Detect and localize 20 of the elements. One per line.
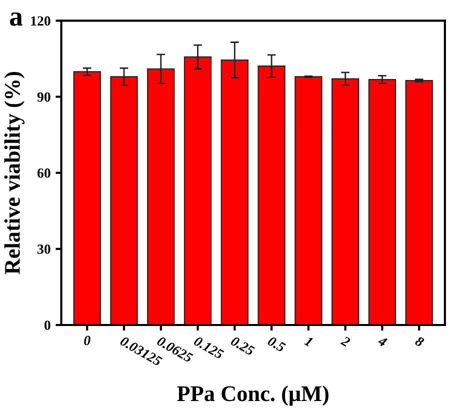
- y-tick-label: 30: [38, 244, 50, 254]
- bar: [294, 76, 322, 325]
- chart-title: a: [10, 12, 23, 26]
- y-tick-label: 0: [44, 320, 50, 330]
- x-tick-label: 8: [414, 336, 425, 348]
- x-tick-label: 0: [84, 336, 90, 346]
- y-tick-label: 120: [31, 16, 50, 26]
- x-tick-label: 0.25: [230, 336, 256, 356]
- y-tick-label: 60: [37, 168, 50, 178]
- x-tick-label: 0.125: [193, 336, 224, 360]
- bar: [368, 78, 396, 325]
- y-axis-title: Relative viability (%): [4, 72, 24, 274]
- x-tick-label: 2: [340, 336, 351, 348]
- y-tick-label: 90: [37, 92, 50, 102]
- bar: [405, 80, 433, 325]
- x-axis-title: PPa Conc. (μM): [177, 386, 328, 406]
- x-tick-label: 4: [377, 336, 388, 348]
- x-tick-label: 0.5: [267, 336, 286, 352]
- x-tick-label: 1: [304, 336, 313, 347]
- bar: [73, 71, 101, 325]
